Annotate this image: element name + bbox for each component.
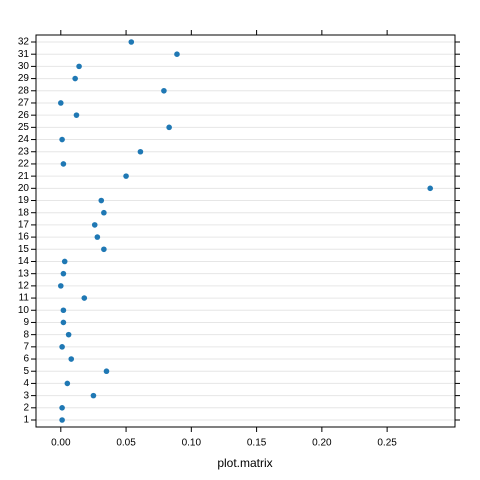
y-tick-label: 4	[23, 378, 29, 389]
dot	[91, 222, 98, 228]
y-tick-label: 29	[18, 73, 30, 84]
y-tick-label: 3	[23, 390, 29, 401]
y-tick-label: 17	[18, 220, 30, 231]
dot	[58, 100, 64, 106]
dot	[161, 87, 167, 94]
dot	[137, 148, 144, 155]
y-tick-label: 10	[18, 305, 30, 316]
plot-frame	[35, 34, 456, 428]
y-tick-label: 18	[18, 207, 30, 218]
dot	[166, 124, 172, 131]
y-tick-label: 16	[18, 232, 30, 243]
dot	[60, 319, 67, 326]
y-tick-label: 27	[18, 98, 30, 109]
y-tick-label: 31	[18, 49, 30, 60]
dot	[60, 270, 67, 277]
y-tick-label: 12	[18, 281, 30, 292]
dot	[59, 344, 65, 350]
y-tick-label: 1	[23, 415, 29, 426]
x-axis-label: plot.matrix	[217, 456, 272, 470]
dot	[73, 112, 80, 118]
y-tick-label: 9	[23, 317, 29, 328]
y-tick-label: 25	[18, 122, 30, 133]
y-tick-label: 28	[18, 85, 30, 96]
x-tick-label: 0.05	[116, 438, 136, 449]
dot	[128, 39, 135, 45]
dot	[101, 246, 107, 253]
dot	[174, 51, 180, 57]
y-tick-label: 19	[18, 195, 30, 206]
dot	[123, 173, 129, 179]
y-tick-label: 2	[23, 402, 29, 413]
y-tick-label: 21	[18, 171, 30, 182]
dot	[101, 209, 107, 216]
y-tick-label: 26	[18, 110, 30, 121]
y-tick-label: 20	[18, 183, 30, 194]
dot	[60, 307, 67, 314]
dot	[76, 63, 82, 70]
dot	[58, 283, 64, 289]
x-tick-label: 0.00	[51, 438, 71, 449]
dot	[98, 197, 105, 204]
dot	[81, 295, 88, 301]
y-tick-label: 14	[18, 256, 30, 267]
dot	[60, 161, 67, 167]
y-tick-label: 30	[18, 61, 30, 72]
dot	[72, 75, 78, 82]
dot	[103, 368, 110, 375]
dot	[59, 405, 65, 411]
x-tick-label: 0.10	[182, 438, 202, 449]
y-tick-label: 13	[18, 268, 30, 279]
y-tick-label: 24	[18, 134, 30, 145]
x-tick-label: 0.25	[377, 438, 397, 449]
y-tick-label: 5	[23, 366, 29, 377]
dot	[59, 136, 65, 143]
dot	[64, 380, 71, 387]
dot	[61, 258, 68, 265]
x-tick-label: 0.15	[247, 438, 267, 449]
y-tick-label: 23	[18, 146, 30, 157]
y-tick-label: 22	[18, 159, 30, 170]
y-tick-label: 32	[18, 37, 30, 48]
x-tick-label: 0.20	[312, 438, 332, 449]
y-tick-label: 15	[18, 244, 30, 255]
dot	[90, 392, 97, 399]
y-tick-label: 6	[23, 354, 29, 365]
dot	[427, 185, 433, 192]
dot	[59, 417, 65, 423]
dot	[65, 331, 72, 338]
dot	[94, 234, 101, 240]
y-tick-label: 7	[23, 341, 29, 352]
y-tick-label: 11	[19, 293, 30, 304]
dot	[68, 356, 75, 362]
y-tick-label: 8	[23, 329, 29, 340]
